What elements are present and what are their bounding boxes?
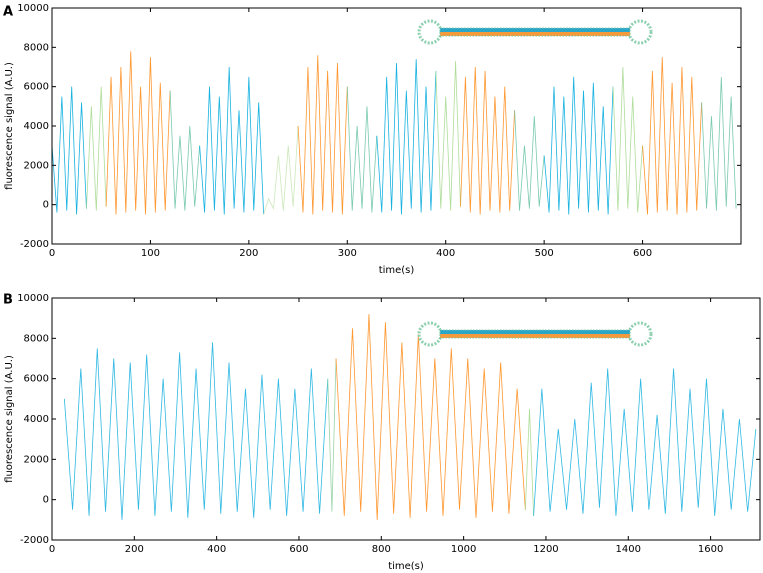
signal-trace [263,125,299,215]
y-axis-label: fluorescence signal (A.U.) [4,355,15,483]
signal-trace [51,86,87,215]
signal-trace [612,66,643,213]
panel-label: A [3,5,13,20]
signal-trace [642,57,703,215]
y-tick-label: 2000 [24,160,49,171]
y-tick-label: 0 [43,200,49,211]
signal-trace [63,342,329,520]
signal-trace [533,368,757,516]
signal-trace [346,86,378,213]
y-tick-label: 4000 [24,121,49,132]
x-tick-label: 1600 [698,544,723,555]
y-tick-label: -2000 [20,535,49,546]
signal-trace [514,110,545,211]
y-tick-label: 0 [43,495,49,506]
signal-trace [701,76,737,211]
x-tick-label: 100 [141,248,160,259]
signal-trace [335,314,526,520]
signal-trace [86,86,107,211]
panel-label: B [3,293,13,308]
y-tick-label: 8000 [24,42,49,53]
signal-trace [297,55,348,215]
x-tick-label: 0 [49,544,55,555]
x-tick-label: 200 [239,248,258,259]
signal-trace [435,61,461,211]
dna-hairpin-inset [417,19,653,45]
y-tick-label: 4000 [24,414,49,425]
x-tick-label: 400 [436,248,455,259]
signal-trace [169,90,201,211]
x-tick-label: 600 [633,248,652,259]
plot-frame [51,297,761,541]
y-tick-label: 8000 [24,333,49,344]
x-tick-label: 200 [125,544,144,555]
y-tick-label: 6000 [24,82,49,93]
dna-hairpin-inset [417,321,653,347]
signal-trace [327,358,337,512]
x-axis-label: time(s) [379,265,415,276]
x-tick-label: 400 [207,544,226,555]
y-tick-label: 6000 [24,374,49,385]
signal-trace [524,408,535,516]
x-tick-label: 500 [535,248,554,259]
y-tick-label: 10000 [17,293,49,304]
x-tick-label: 600 [289,544,308,555]
y-tick-label: 2000 [24,454,49,465]
x-tick-label: 800 [372,544,391,555]
signal-trace [199,66,265,215]
x-tick-label: 1200 [533,544,558,555]
signal-trace [460,66,516,215]
x-tick-label: 1400 [616,544,641,555]
x-tick-label: 0 [49,248,55,259]
x-tick-label: 300 [338,248,357,259]
x-axis-label: time(s) [388,561,424,572]
signal-trace [543,76,614,215]
y-tick-label: -2000 [20,239,49,250]
signal-trace [376,59,437,215]
y-tick-label: 10000 [17,3,49,14]
x-tick-label: 1000 [451,544,476,555]
y-axis-label: fluorescence signal (A.U.) [4,62,15,190]
signal-trace [105,51,171,215]
